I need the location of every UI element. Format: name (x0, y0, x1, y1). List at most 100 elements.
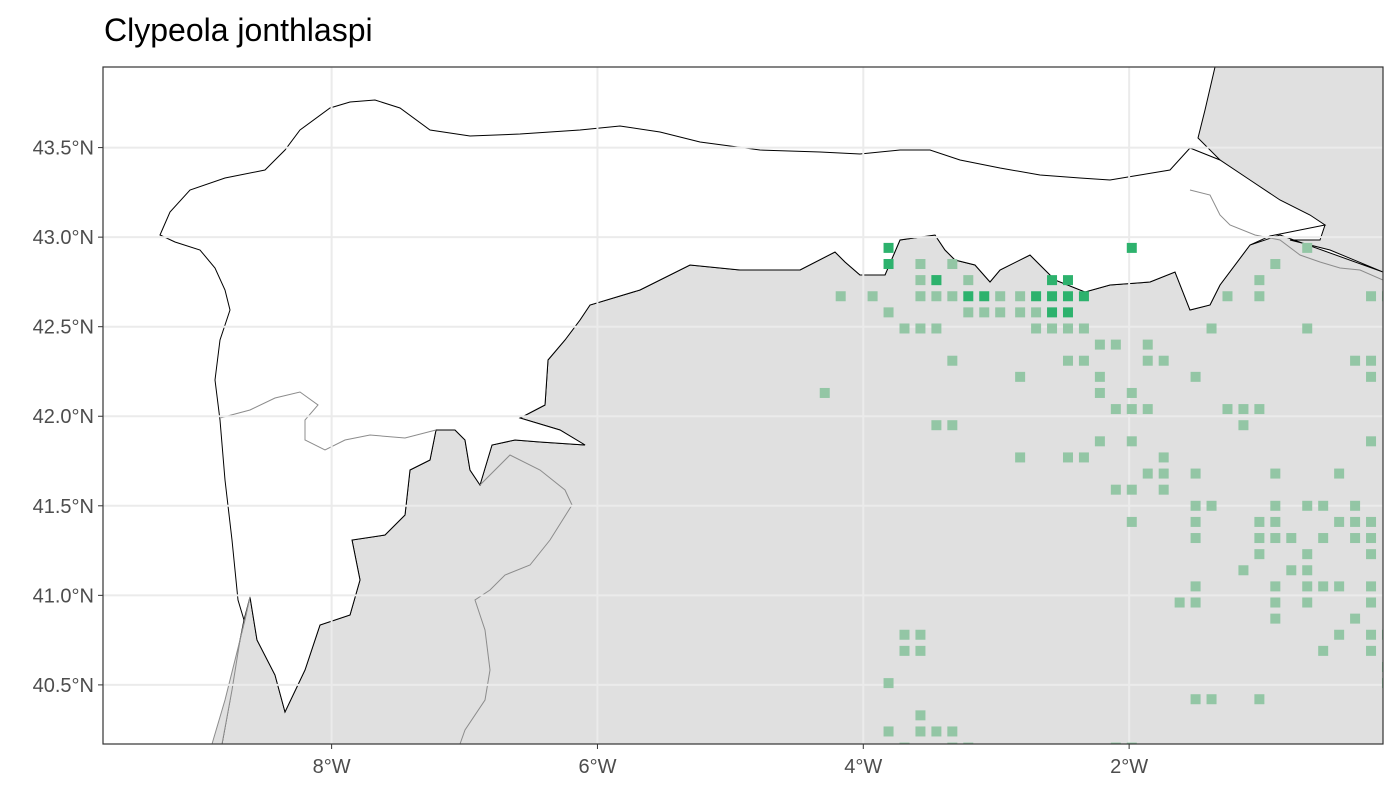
record-square-outside (1366, 549, 1377, 560)
record-square-outside (1238, 404, 1249, 415)
record-square-outside (1350, 613, 1361, 624)
record-square-outside (1126, 436, 1137, 447)
record-square-outside (995, 291, 1006, 302)
record-square-outside (1094, 371, 1105, 382)
record-square-outside (1222, 404, 1233, 415)
record-square-outside (915, 291, 926, 302)
record-square-outside (1126, 742, 1137, 744)
lat-tick-label: 41.5°N (33, 496, 94, 518)
record-square-outside (1158, 468, 1169, 479)
record-square-outside (1254, 533, 1265, 544)
lon-tick-label: 4°W (844, 756, 882, 778)
record-square-outside (1302, 323, 1313, 334)
lat-tick-label: 42.0°N (33, 406, 94, 428)
record-square-outside (1366, 291, 1377, 302)
record-square-outside (947, 291, 958, 302)
record-square-outside (915, 259, 926, 270)
record-square-outside (1286, 533, 1297, 544)
record-square-outside (1254, 516, 1265, 527)
record-square-outside (1190, 500, 1201, 511)
records-outside-region (819, 242, 1383, 744)
record-square-outside (1350, 533, 1361, 544)
record-square-outside (963, 275, 974, 286)
record-square-outside (1015, 307, 1026, 318)
lon-tick-label: 2°W (1110, 756, 1148, 778)
record-square-outside (1110, 339, 1121, 350)
lat-tick-label: 43.5°N (33, 138, 94, 160)
record-square-outside (1078, 323, 1089, 334)
record-square-outside (1366, 533, 1377, 544)
record-square-inside (1062, 275, 1073, 286)
record-square-outside (1270, 597, 1281, 608)
record-square-outside (947, 355, 958, 366)
record-square-outside (1078, 452, 1089, 463)
record-square-outside (915, 645, 926, 656)
record-square-outside (1270, 533, 1281, 544)
record-square-outside (963, 742, 974, 744)
record-square-outside (1254, 291, 1265, 302)
record-square-outside (931, 291, 942, 302)
record-square-outside (1047, 323, 1058, 334)
record-square-outside (1126, 516, 1137, 527)
lat-tick-label: 41.0°N (33, 585, 94, 607)
record-square-outside (1254, 549, 1265, 560)
record-square-outside (1366, 597, 1377, 608)
record-square-outside (883, 678, 894, 689)
record-square-outside (899, 323, 910, 334)
lon-tick-label: 8°W (313, 756, 351, 778)
record-square-outside (899, 742, 910, 744)
record-square-outside (1302, 500, 1313, 511)
record-square-outside (1350, 500, 1361, 511)
record-square-outside (1078, 355, 1089, 366)
record-square-outside (1031, 323, 1042, 334)
record-square-outside (1270, 613, 1281, 624)
record-square-outside (1238, 420, 1249, 431)
record-square-inside (1031, 291, 1042, 302)
record-square-outside (931, 323, 942, 334)
record-square-outside (963, 307, 974, 318)
record-square-outside (1094, 339, 1105, 350)
record-square-outside (915, 710, 926, 721)
record-square-inside (1062, 307, 1073, 318)
record-square-outside (1190, 371, 1201, 382)
record-square-outside (1190, 597, 1201, 608)
record-square-outside (1174, 597, 1185, 608)
record-square-outside (979, 307, 990, 318)
record-square-outside (995, 307, 1006, 318)
record-square-outside (1302, 242, 1313, 253)
record-square-outside (1142, 339, 1153, 350)
record-square-outside (1015, 371, 1026, 382)
record-square-outside (1254, 694, 1265, 705)
record-square-inside (883, 259, 894, 270)
record-square-outside (1318, 645, 1329, 656)
record-square-outside (1334, 468, 1345, 479)
record-square-outside (1254, 404, 1265, 415)
record-square-outside (1270, 468, 1281, 479)
record-square-outside (1302, 581, 1313, 592)
record-square-outside (947, 420, 958, 431)
record-square-inside (979, 291, 990, 302)
record-square-outside (1158, 484, 1169, 495)
record-square-outside (819, 387, 830, 398)
record-square-outside (1126, 387, 1137, 398)
records-inside-region (883, 242, 1137, 318)
record-square-outside (1190, 581, 1201, 592)
record-square-outside (1302, 549, 1313, 560)
record-square-outside (915, 726, 926, 737)
record-square-outside (1270, 259, 1281, 270)
record-square-outside (1366, 355, 1377, 366)
record-square-outside (1158, 355, 1169, 366)
record-square-outside (1334, 516, 1345, 527)
record-square-outside (1190, 468, 1201, 479)
record-square-outside (1270, 500, 1281, 511)
record-square-outside (1254, 275, 1265, 286)
record-square-inside (1047, 307, 1058, 318)
record-square-outside (835, 291, 846, 302)
record-square-outside (1142, 404, 1153, 415)
record-square-outside (1126, 484, 1137, 495)
record-square-outside (1142, 355, 1153, 366)
gridlines (103, 67, 1383, 744)
latitude-axis: 43.5°N 43.0°N 42.5°N 42.0°N 41.5°N 41.0°N 40.5… (33, 138, 103, 697)
record-square-outside (1015, 291, 1026, 302)
